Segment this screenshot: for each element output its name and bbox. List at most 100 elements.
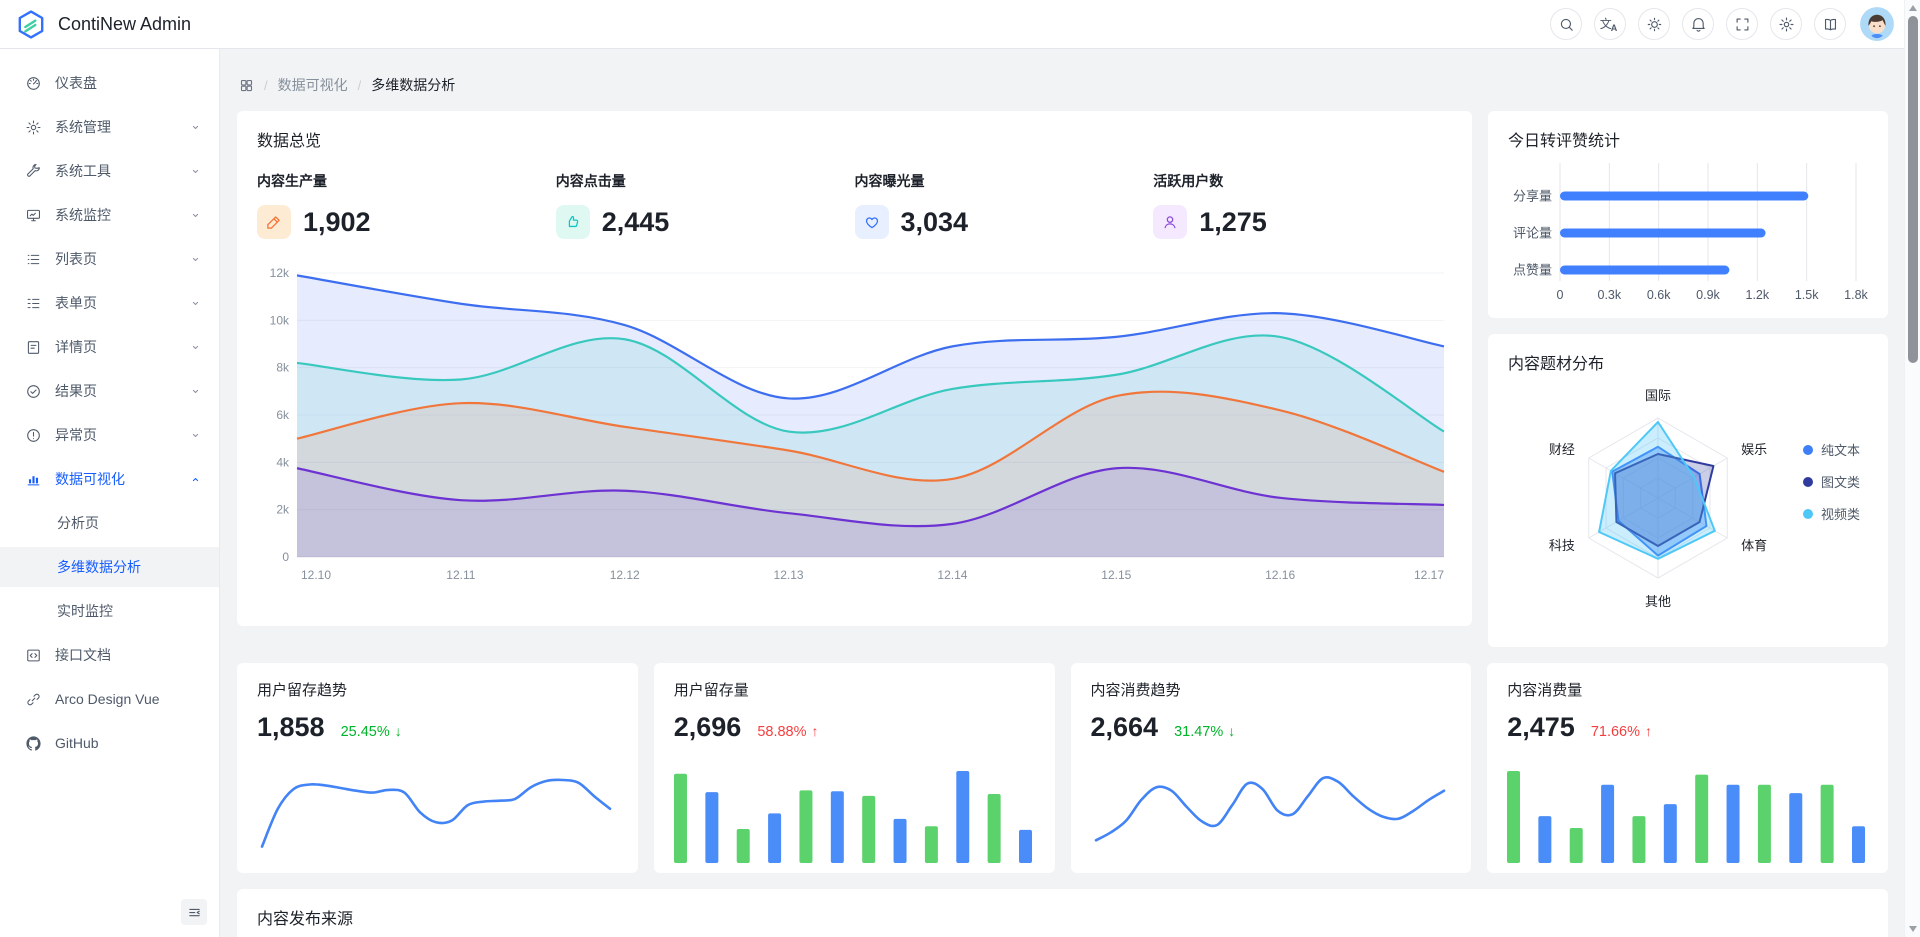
legend-label: 视频类 bbox=[1820, 507, 1860, 522]
sidebar-item-label: 系统监控 bbox=[55, 207, 111, 223]
sidebar-item-system-monitor[interactable]: 系统监控 bbox=[0, 195, 219, 235]
trend-card-title: 用户留存趋势 bbox=[257, 682, 348, 699]
trend-card-retention-volume: 用户留存量 2,696 58.88% ↑ bbox=[653, 663, 1055, 873]
svg-text:0: 0 bbox=[1557, 288, 1564, 302]
svg-text:财经: 财经 bbox=[1549, 442, 1575, 457]
trend-delta: 31.47% bbox=[1174, 724, 1224, 740]
svg-text:分享量: 分享量 bbox=[1513, 189, 1552, 204]
trend-cards-row: 用户留存趋势 1,858 25.45% ↓ 用户留存量 2,696 58.88% ↑ 内容消费趋… bbox=[237, 663, 1888, 873]
trend-delta: 71.66% bbox=[1590, 724, 1641, 740]
sidebar-item-arco-design-vue[interactable]: Arco Design Vue bbox=[0, 679, 219, 719]
header-notifications-button[interactable] bbox=[1682, 8, 1714, 40]
sidebar-item-multi-dimension-analysis[interactable]: 多维数据分析 bbox=[0, 547, 219, 587]
chev-down-icon bbox=[192, 345, 199, 349]
header-search-button[interactable] bbox=[1550, 8, 1582, 40]
retention-volume-chart bbox=[673, 743, 1035, 868]
check-circle-icon bbox=[26, 384, 40, 398]
stat-2: 内容曝光量 3,034 bbox=[854, 171, 1154, 239]
sidebar-item-label: 详情页 bbox=[55, 339, 97, 355]
trend-card-title: 内容消费量 bbox=[1507, 682, 1583, 699]
legend-item-2[interactable]: 视频类 bbox=[1802, 504, 1860, 523]
user-avatar[interactable] bbox=[1860, 7, 1894, 41]
user-icon bbox=[1164, 216, 1176, 229]
scrollbar-up-arrow-icon[interactable] bbox=[1909, 5, 1917, 11]
svg-text:4k: 4k bbox=[276, 455, 290, 469]
svg-text:10k: 10k bbox=[270, 313, 290, 327]
sidebar-item-api-docs[interactable]: 接口文档 bbox=[0, 635, 219, 675]
breadcrumb-separator: / bbox=[264, 77, 268, 93]
sidebar-item-label: 接口文档 bbox=[55, 647, 111, 663]
header-settings-button[interactable] bbox=[1770, 8, 1802, 40]
svg-text:1.2k: 1.2k bbox=[1746, 288, 1770, 302]
heart-icon bbox=[865, 217, 878, 229]
sidebar-item-label: 表单页 bbox=[55, 295, 97, 311]
sidebar-item-label: 系统工具 bbox=[55, 163, 111, 179]
sidebar-item-exception-pages[interactable]: 异常页 bbox=[0, 415, 219, 455]
trend-card-title: 内容消费趋势 bbox=[1090, 682, 1181, 699]
sidebar-item-form-pages[interactable]: 表单页 bbox=[0, 283, 219, 323]
sidebar-item-label: 结果页 bbox=[55, 383, 97, 399]
breadcrumb-item-data-visualization[interactable]: 数据可视化 bbox=[277, 77, 348, 93]
sidebar-item-label: 实时监控 bbox=[57, 603, 113, 619]
svg-text:12.10: 12.10 bbox=[301, 568, 331, 582]
svg-text:2k: 2k bbox=[276, 503, 290, 517]
sidebar-item-label: 数据可视化 bbox=[55, 471, 125, 487]
app-header: ContiNew Admin 文A bbox=[0, 0, 1920, 49]
overview-card: 数据总览 内容生产量 1,902 内容点击量 2,445 内容曝光量 3,034 活跃用户数… bbox=[237, 111, 1472, 626]
svg-text:评论量: 评论量 bbox=[1513, 226, 1552, 241]
chev-down-icon bbox=[192, 257, 199, 261]
legend-item-1[interactable]: 图文类 bbox=[1802, 472, 1860, 491]
sidebar-collapse-button[interactable] bbox=[181, 899, 207, 925]
sidebar-item-system-tools[interactable]: 系统工具 bbox=[0, 151, 219, 191]
scrollbar-thumb[interactable] bbox=[1908, 16, 1918, 363]
apps-grid-icon[interactable] bbox=[239, 78, 254, 93]
svg-text:国际: 国际 bbox=[1645, 388, 1671, 403]
fullscreen-icon bbox=[1736, 18, 1748, 30]
svg-text:0.3k: 0.3k bbox=[1598, 288, 1622, 302]
sidebar-item-realtime-monitor[interactable]: 实时监控 bbox=[0, 591, 219, 631]
sidebar-item-list-pages[interactable]: 列表页 bbox=[0, 239, 219, 279]
chev-down-icon bbox=[192, 389, 199, 393]
stat-label: 内容点击量 bbox=[555, 173, 626, 189]
stat-0: 内容生产量 1,902 bbox=[257, 171, 556, 239]
svg-text:科技: 科技 bbox=[1549, 538, 1575, 553]
chev-down-icon bbox=[192, 213, 199, 217]
stat-value: 2,445 bbox=[601, 206, 670, 237]
sidebar-item-github[interactable]: GitHub bbox=[0, 723, 219, 763]
scrollbar-down-arrow-icon[interactable] bbox=[1909, 926, 1917, 932]
sidebar-item-label: 系统管理 bbox=[55, 119, 111, 135]
sidebar-item-data-visualization[interactable]: 数据可视化 bbox=[0, 459, 219, 499]
svg-text:12.11: 12.11 bbox=[446, 568, 475, 582]
sidebar-item-result-pages[interactable]: 结果页 bbox=[0, 371, 219, 411]
svg-text:1.8k: 1.8k bbox=[1844, 288, 1868, 302]
main-content: / 数据可视化 / 多维数据分析 数据总览 内容生产量 1,902 内容点击量 2,4… bbox=[221, 49, 1904, 937]
today-engagement-card: 今日转评赞统计 0 0.3k 0.6k 0.9k 1.2k 1.5k 1.8k 分享量 评论量点… bbox=[1488, 111, 1888, 318]
app-logo[interactable]: ContiNew Admin bbox=[16, 9, 191, 39]
svg-text:8k: 8k bbox=[276, 361, 290, 375]
header-fullscreen-button[interactable] bbox=[1726, 8, 1758, 40]
sidebar-item-label: 仪表盘 bbox=[55, 75, 97, 91]
vertical-scrollbar[interactable] bbox=[1904, 0, 1920, 937]
svg-text:12k: 12k bbox=[270, 266, 290, 280]
stat-label: 活跃用户数 bbox=[1153, 173, 1224, 189]
sidebar-item-detail-pages[interactable]: 详情页 bbox=[0, 327, 219, 367]
sidebar-item-system-management[interactable]: 系统管理 bbox=[0, 107, 219, 147]
header-docs-book-button[interactable] bbox=[1814, 8, 1846, 40]
header-translate-button[interactable]: 文A bbox=[1594, 8, 1626, 40]
legend-dot-icon bbox=[1802, 476, 1813, 487]
trend-down-arrow-icon: ↓ bbox=[1228, 723, 1236, 739]
stat-1: 内容点击量 2,445 bbox=[555, 171, 855, 239]
sidebar-item-analysis-page[interactable]: 分析页 bbox=[0, 503, 219, 543]
chev-up-icon bbox=[192, 477, 199, 481]
trend-card-consumption-trend: 内容消费趋势 2,664 31.47% ↓ bbox=[1070, 663, 1472, 873]
legend-dot-icon bbox=[1802, 444, 1813, 455]
sidebar-item-dashboard[interactable]: 仪表盘 bbox=[0, 63, 219, 103]
logo-hexagon-icon bbox=[18, 10, 44, 39]
header-theme-brightness-button[interactable] bbox=[1638, 8, 1670, 40]
topic-card-title: 内容题材分布 bbox=[1508, 356, 1605, 373]
chev-down-icon bbox=[192, 125, 199, 129]
legend-item-0[interactable]: 纯文本 bbox=[1802, 440, 1860, 459]
svg-text:0.9k: 0.9k bbox=[1696, 288, 1720, 302]
stat-value: 1,275 bbox=[1199, 206, 1267, 237]
app-title: ContiNew Admin bbox=[58, 13, 192, 34]
